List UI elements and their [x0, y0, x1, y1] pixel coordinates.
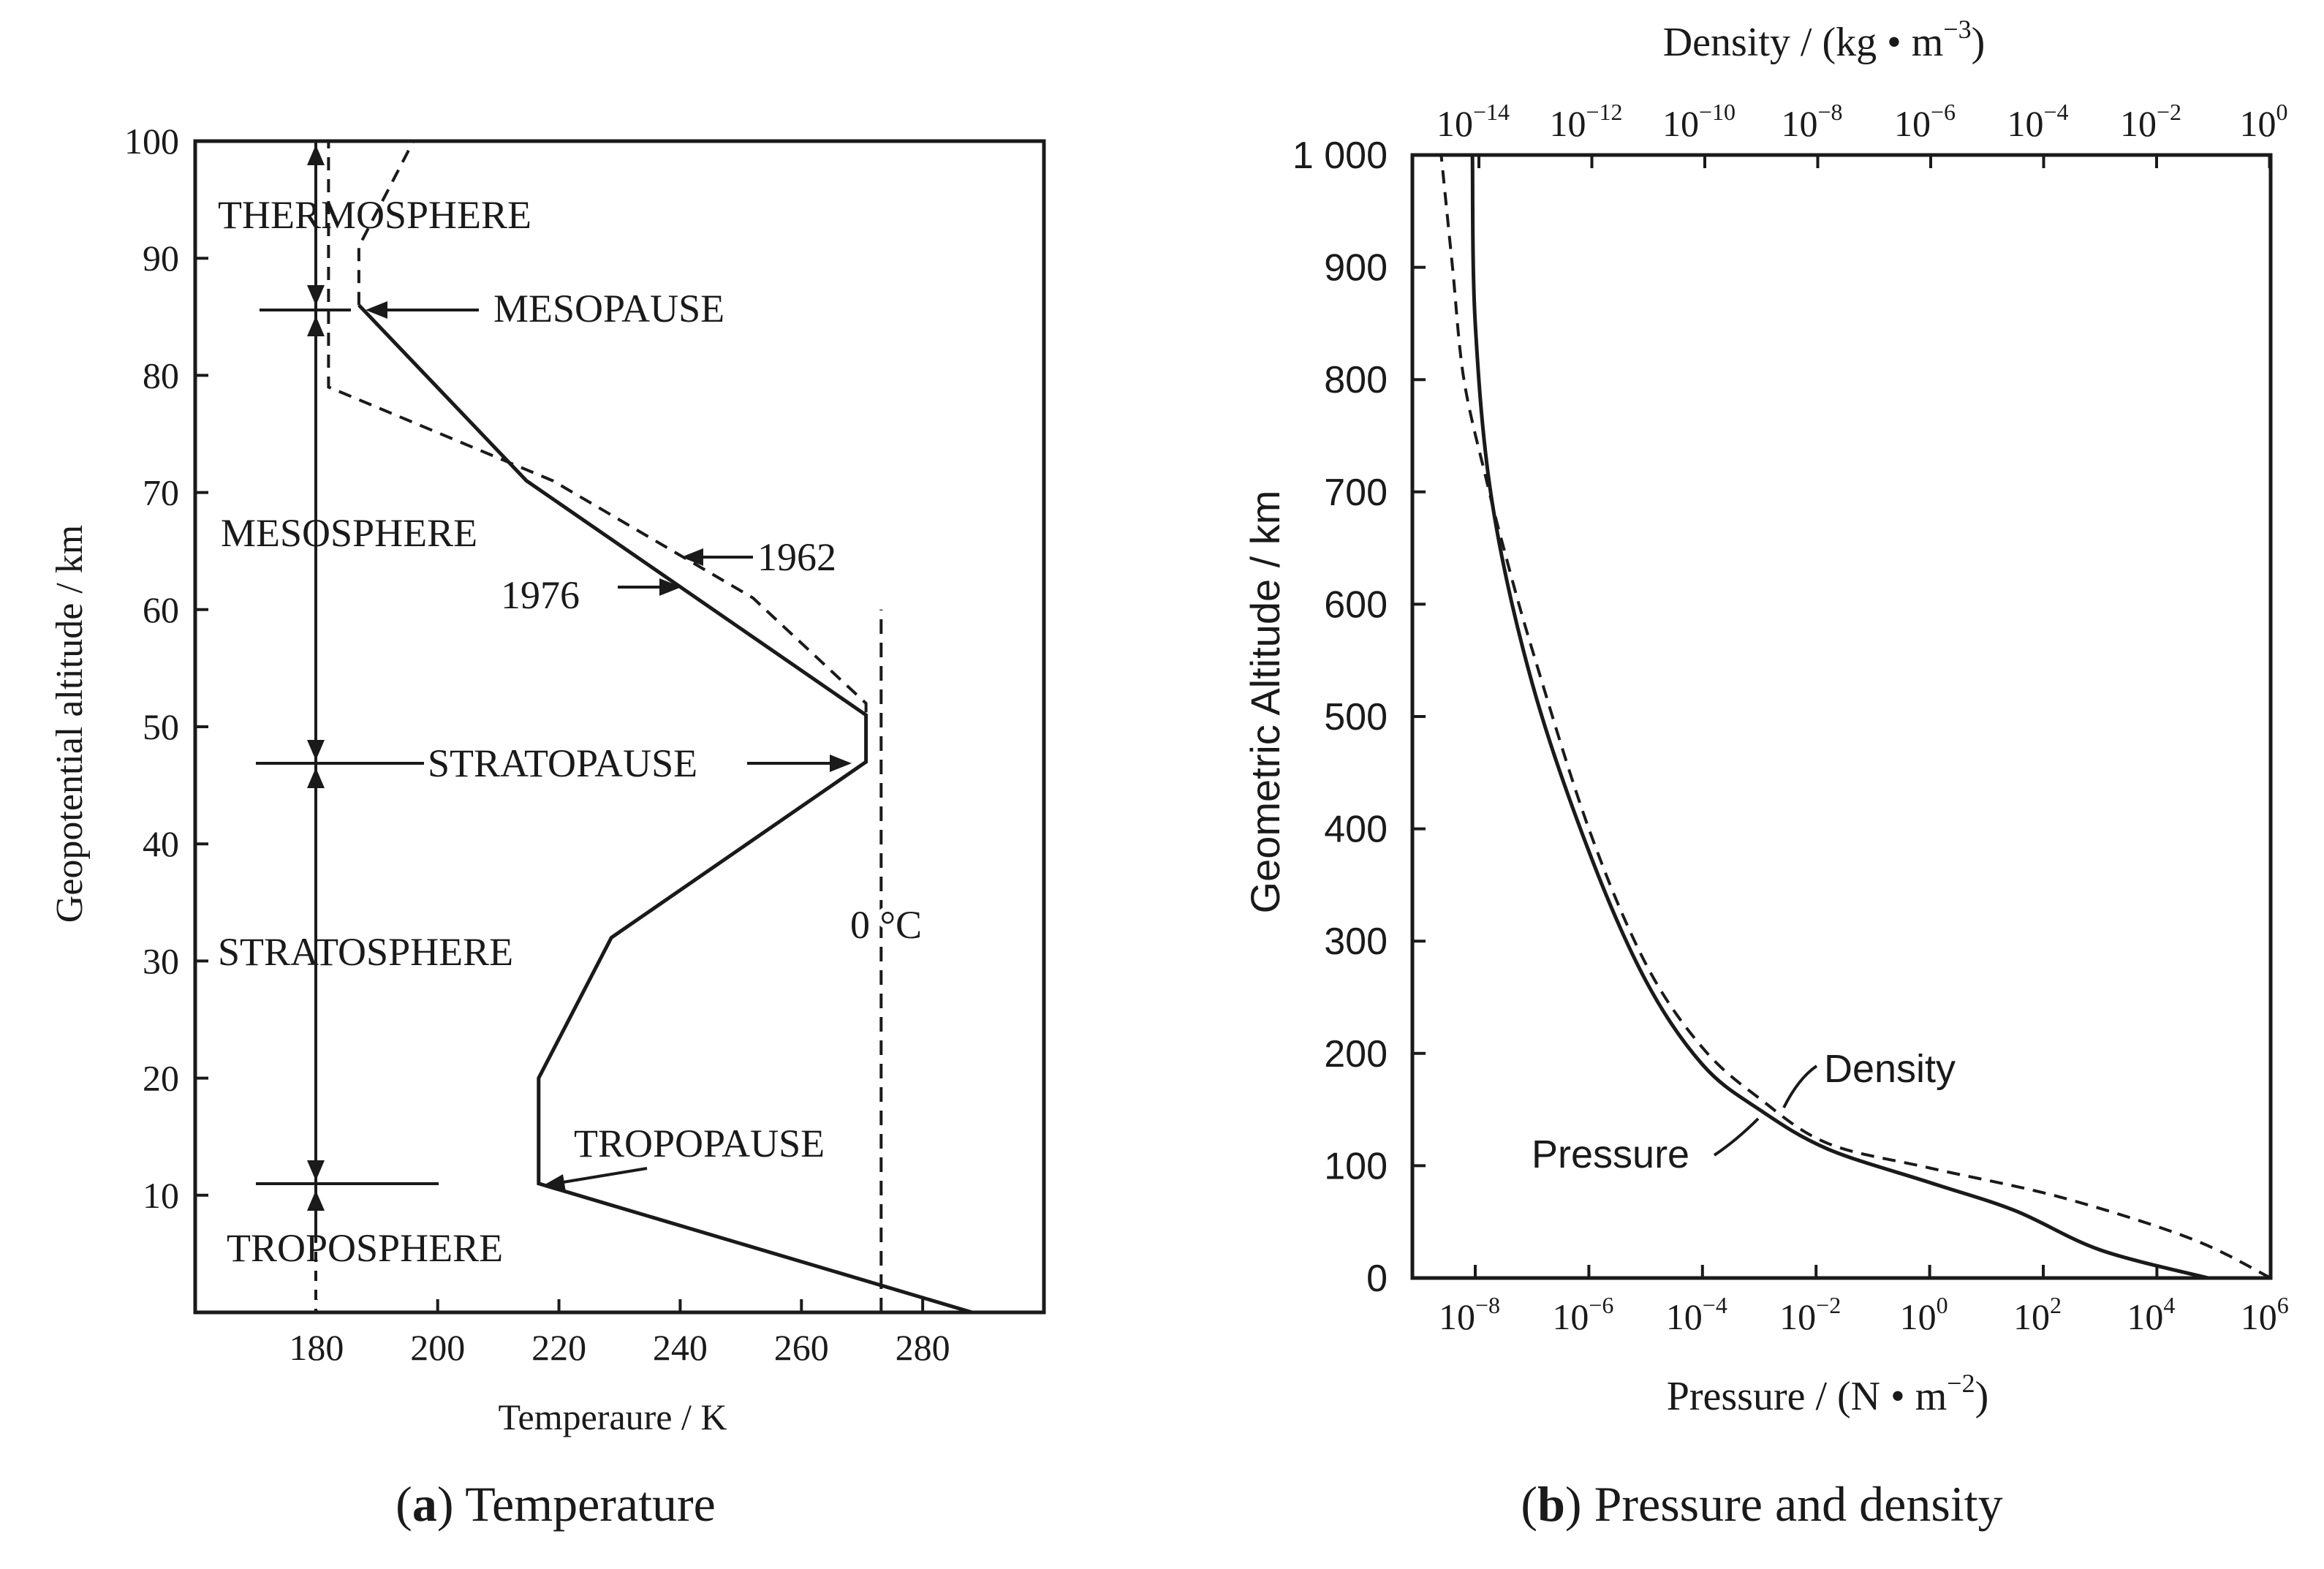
panel-b-x-tick-label: 102: [2013, 1292, 2062, 1337]
arrow-head-meso-down: [307, 740, 325, 760]
panel-a-x-tick-label: 280: [896, 1327, 950, 1368]
panel-b-top-tick-label: 10−4: [2007, 99, 2068, 144]
panel-b-x-axis-label: Pressure / (N • m−2): [1667, 1369, 1989, 1419]
panel-b-y-tick-label: 500: [1324, 696, 1388, 738]
panel-b-y-tick-label: 800: [1324, 359, 1388, 401]
panel-b-top-tick-label: 100: [2240, 99, 2288, 144]
layer-label-stratosphere: STRATOSPHERE: [218, 930, 513, 974]
panel-b-top-tick-label: 10−14: [1437, 99, 1510, 144]
panel-a-x-tick-label: 260: [774, 1327, 829, 1368]
panel-b-x-tick-label: 10−2: [1779, 1292, 1841, 1337]
panel-a-x-tick-label: 220: [531, 1327, 586, 1368]
panel-b-x-tick-label: 100: [1900, 1292, 1948, 1337]
pressure-leader: [1713, 1117, 1760, 1157]
panel-b-y-tick-label: 200: [1324, 1033, 1388, 1075]
panel-a-y-tick-label: 80: [143, 355, 179, 396]
panel-b-top-tick-label: 10−2: [2120, 99, 2181, 144]
tropopause-arrow-head: [542, 1174, 566, 1192]
stratopause-arrow-head: [830, 755, 852, 772]
annotation-density: Density: [1824, 1047, 1956, 1091]
arrow-head-thermo-up: [307, 145, 325, 165]
annotation-1962: 1962: [757, 535, 836, 579]
panel-a-x-ticks: 180 200 220 240 260 280: [289, 1299, 950, 1368]
panel-a-y-tick-label: 40: [143, 823, 179, 864]
panel-b-top-tick-label: 10−8: [1781, 99, 1842, 144]
panel-b-y-ticks: 0 100 200 300 400 500 600 700 800 900 1 000: [1292, 135, 1426, 1300]
panel-b-x-ticks: 10−8 10−6 10−4 10−2 100 102 104 106: [1439, 1265, 2289, 1337]
panel-a-x-tick-label: 200: [410, 1327, 465, 1368]
panel-a-temperature: 180 200 220 240 260 280 10 20 30 40 50 60 70 80 90 100…: [49, 121, 1046, 1532]
panel-b-y-tick-label: 100: [1324, 1145, 1388, 1187]
panel-b-top-ticks: 10−14 10−12 10−10 10−8 10−6 10−4 10−2 100: [1437, 99, 2288, 168]
panel-b-top-tick-label: 10−6: [1894, 99, 1956, 144]
panel-a-y-ticks: 10 20 30 40 50 60 70 80 90 100: [124, 121, 208, 1216]
panel-b-top-tick-label: 10−10: [1662, 99, 1736, 144]
panel-a-x-tick-label: 180: [289, 1327, 344, 1368]
panel-b-y-axis-label: Geometric Altitude / km: [1242, 491, 1288, 914]
panel-b-y-tick-label: 600: [1324, 583, 1388, 626]
arrow-head-strato-up: [307, 768, 325, 788]
panel-b-x-tick-label: 106: [2241, 1292, 2289, 1337]
panel-b-y-tick-label: 400: [1324, 809, 1388, 851]
panel-a-y-tick-label: 70: [143, 472, 179, 513]
boundary-label-stratopause: STRATOPAUSE: [428, 741, 697, 785]
panel-a-y-axis-label: Geopotential altitude / km: [49, 525, 91, 923]
arrow-head-strato-down: [307, 1160, 325, 1181]
layer-label-mesosphere: MESOSPHERE: [221, 511, 477, 555]
arrow-1976-head: [659, 578, 681, 596]
arrow-head-tropo-up: [307, 1190, 325, 1211]
panel-a-x-tick-label: 240: [653, 1327, 708, 1368]
arrow-head-meso-up: [307, 316, 325, 336]
panel-a-y-tick-label: 30: [143, 940, 179, 981]
density-leader: [1782, 1065, 1818, 1108]
panel-b-x-tick-label: 10−8: [1439, 1292, 1500, 1337]
arrow-1962-head: [681, 548, 703, 566]
panel-b-y-tick-label: 0: [1366, 1258, 1388, 1300]
panel-b-y-tick-label: 1 000: [1292, 135, 1388, 177]
panel-b-top-tick-label: 10−12: [1549, 99, 1622, 144]
panel-a-y-tick-label: 90: [143, 238, 179, 279]
panel-b-top-axis-label: Density / (kg • m−3): [1663, 15, 1986, 65]
panel-b-x-tick-label: 10−4: [1666, 1292, 1727, 1337]
annotation-pressure: Pressure: [1532, 1133, 1689, 1176]
mesopause-arrow-head: [366, 301, 387, 319]
panel-b-y-tick-label: 300: [1324, 920, 1388, 963]
panel-a-y-tick-label: 60: [143, 589, 179, 630]
panel-b-y-tick-label: 900: [1324, 247, 1388, 290]
pressure-curve: [1470, 154, 2209, 1280]
panel-a-y-tick-label: 20: [143, 1058, 179, 1099]
layer-label-thermosphere: THERMOSPHERE: [218, 193, 531, 237]
boundary-label-tropopause: TROPOPAUSE: [574, 1122, 825, 1165]
panel-a-y-tick-label: 50: [143, 706, 179, 747]
panel-b-x-tick-label: 104: [2127, 1292, 2175, 1337]
annotation-zero-celsius: 0 °C: [850, 903, 922, 947]
annotation-1976: 1976: [501, 573, 580, 617]
panel-b-x-tick-label: 10−6: [1552, 1292, 1613, 1337]
panel-b-caption: (b) Pressure and density: [1521, 1476, 2002, 1532]
boundary-label-mesopause: MESOPAUSE: [493, 287, 724, 330]
panel-a-y-tick-label: 10: [143, 1175, 179, 1216]
panel-a-x-axis-label: Temperaure / K: [498, 1396, 727, 1437]
layer-label-troposphere: TROPOSPHERE: [227, 1226, 503, 1270]
panel-a-y-tick-label: 100: [124, 121, 179, 162]
temperature-1962-line: [327, 141, 973, 1314]
density-curve: [1439, 154, 2271, 1279]
panel-b-y-tick-label: 700: [1324, 472, 1388, 514]
arrow-head-thermo-down: [307, 285, 325, 306]
panel-a-caption: (a) Temperature: [395, 1476, 716, 1532]
tropopause-arrow: [562, 1167, 648, 1184]
temperature-upper-dashed-line: [357, 140, 415, 306]
